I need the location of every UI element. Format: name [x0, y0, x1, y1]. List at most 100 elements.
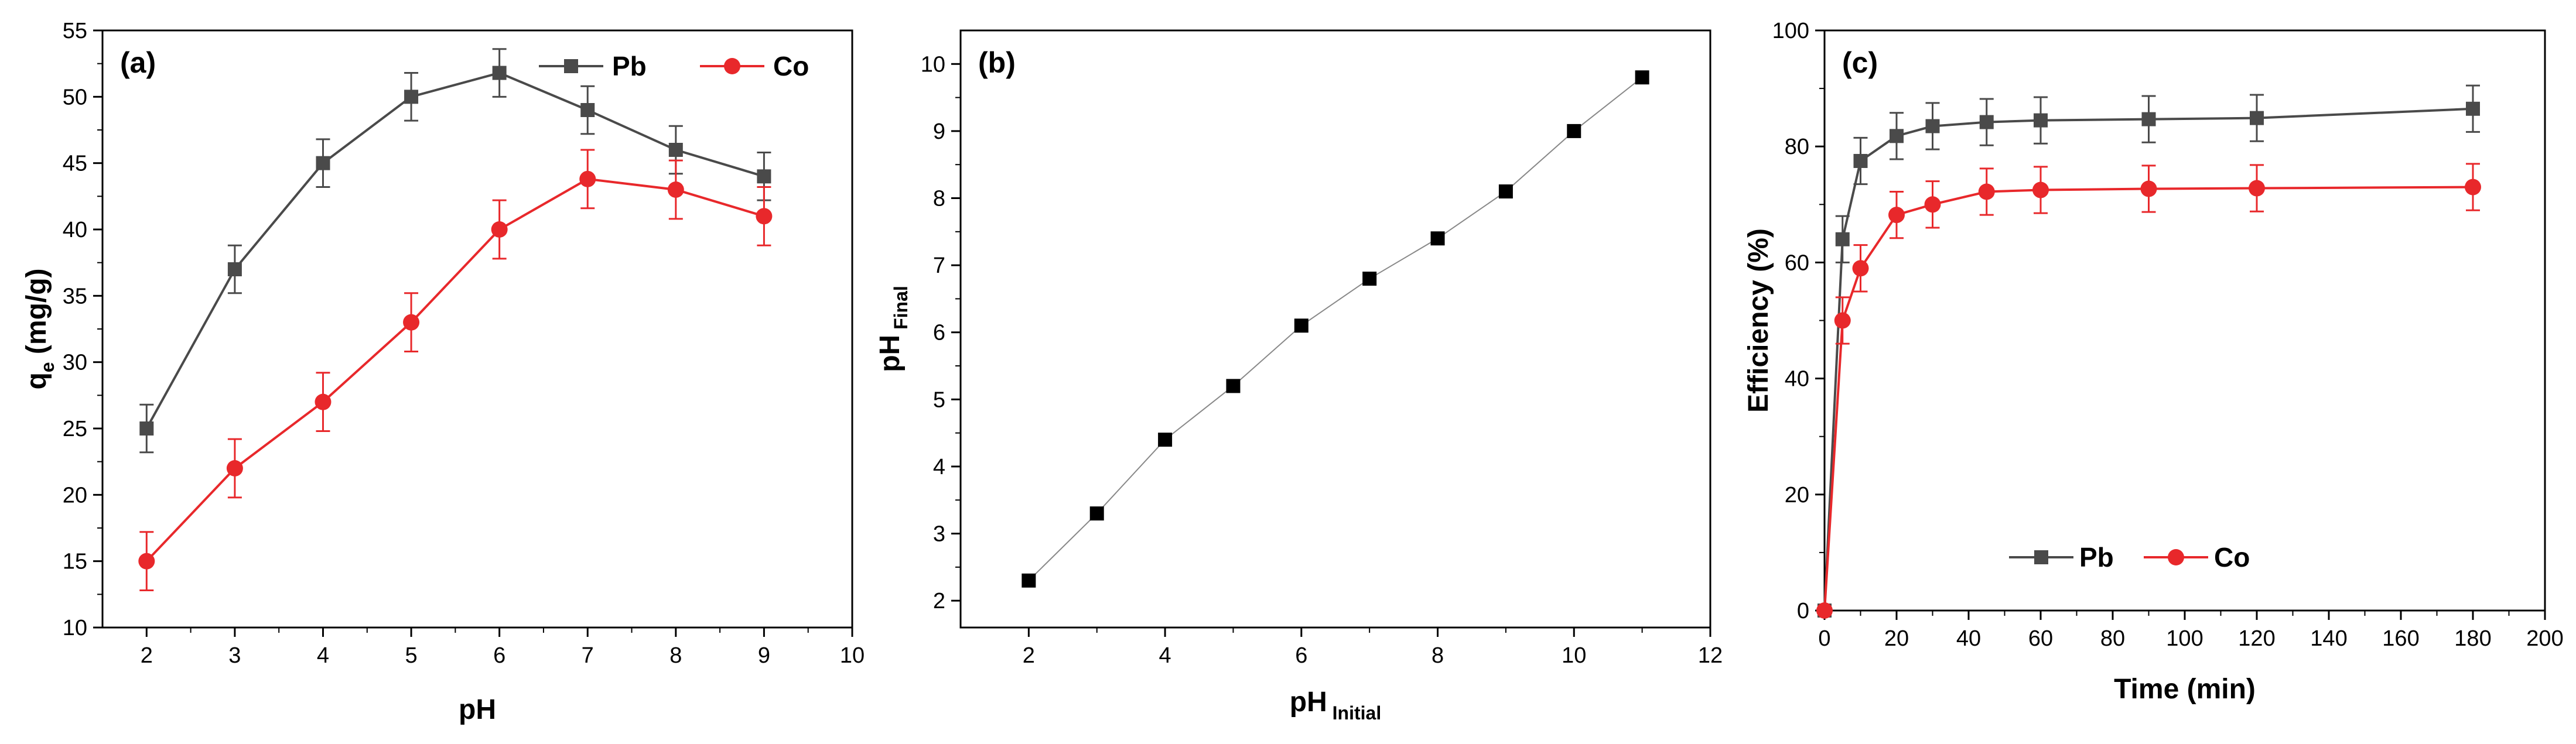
plot-frame	[959, 29, 1711, 629]
x-tick-label: 5	[405, 643, 417, 668]
y-axis-title-main: pH	[874, 335, 906, 372]
legend-label: Pb	[2079, 542, 2114, 572]
y-tick-label: 0	[1797, 599, 1809, 623]
y-tick-label: 7	[933, 253, 945, 278]
series-data-1	[1021, 70, 1649, 588]
data-point	[1890, 129, 1904, 143]
x-tick-label: 10	[1562, 643, 1586, 668]
y-tick-label: 55	[63, 19, 87, 43]
data-point	[1362, 272, 1377, 286]
x-tick-label: 8	[669, 643, 682, 668]
series-line	[1823, 107, 2473, 611]
legend-label: Co	[2214, 542, 2250, 572]
data-point	[667, 181, 684, 198]
y-axis-title: Efficiency (%)	[1743, 228, 1774, 413]
data-point	[315, 393, 332, 410]
data-point	[227, 262, 242, 276]
legend-marker	[564, 59, 578, 73]
series-co	[1816, 163, 2481, 619]
data-point	[580, 103, 595, 117]
data-point	[226, 460, 243, 476]
data-point	[2034, 113, 2048, 128]
data-point	[404, 90, 419, 104]
x-tick-label: 60	[2028, 626, 2053, 651]
x-tick-label: 80	[2100, 626, 2125, 651]
y-tick-label: 10	[921, 52, 945, 77]
x-tick-label: 2	[141, 643, 153, 668]
legend: Pb Co	[2009, 542, 2250, 572]
x-tick-label: 12	[1698, 643, 1723, 668]
y-tick-label: 40	[63, 218, 87, 242]
data-point	[1852, 260, 1869, 277]
y-tick-label: 3	[933, 522, 945, 547]
data-point	[316, 156, 330, 170]
panel-label: (a)	[120, 46, 156, 79]
y-axis-title-sub: e	[37, 362, 58, 372]
x-axis-title: Time (min)	[2114, 674, 2256, 705]
y-tick-label: 40	[1785, 367, 1809, 392]
x-tick-label: 4	[317, 643, 329, 668]
x-axis-title-main: pH	[1290, 687, 1327, 718]
data-point	[138, 553, 155, 570]
y-tick-label: 20	[63, 483, 87, 508]
legend-marker	[724, 58, 740, 74]
data-point	[2032, 181, 2049, 198]
data-point	[1021, 573, 1036, 588]
chart-panel-2: 2 4 6 8 10 12 2 3 4 5 6 7 8 9 10 (b)	[921, 29, 1723, 668]
data-point	[2141, 112, 2156, 126]
y-tick-label: 8	[933, 187, 945, 211]
y-axis-title-rest: (mg/g)	[21, 268, 52, 362]
x-tick-label: 4	[1159, 643, 1171, 668]
x-tick-label: 2	[1023, 643, 1035, 668]
data-point	[1925, 119, 1940, 133]
series-line	[145, 177, 764, 563]
legend: Pb Co	[539, 51, 809, 81]
series-pb	[139, 48, 771, 454]
x-tick-label: 6	[493, 643, 505, 668]
y-tick-label: 30	[63, 351, 87, 375]
legend-label: Pb	[612, 51, 647, 81]
legend-label: Co	[773, 51, 809, 81]
data-point	[491, 221, 508, 238]
data-point	[2465, 179, 2481, 196]
x-tick-label: 0	[1818, 626, 1830, 651]
y-axis-title-main: q	[21, 372, 52, 389]
y-tick-label: 4	[933, 455, 945, 479]
data-point	[1089, 506, 1104, 521]
y-axis-title: qe (mg/g)	[21, 268, 58, 389]
y-tick-label: 35	[63, 284, 87, 308]
data-point	[2140, 180, 2157, 197]
data-point	[1978, 183, 1995, 200]
data-point	[1835, 232, 1850, 246]
y-tick-label: 15	[63, 550, 87, 574]
x-tick-label: 200	[2526, 626, 2563, 651]
data-point	[2250, 111, 2264, 125]
chart-panel-3: 0 20 40 60 80 100 120 140 160 180 200 0 20 40 60 80 100 (…	[1772, 19, 2564, 651]
data-point	[1567, 124, 1581, 138]
data-point	[1498, 184, 1513, 199]
x-axis-title: pH Initial	[1290, 687, 1381, 724]
y-axis-title: pH Final	[874, 286, 911, 372]
data-point	[1294, 318, 1309, 333]
x-tick-label: 160	[2382, 626, 2419, 651]
x-tick-label: 9	[758, 643, 770, 668]
y-axis-title-sub: Final	[890, 286, 911, 335]
x-tick-label: 20	[1884, 626, 1909, 651]
y-tick-label: 2	[933, 589, 945, 613]
y-tick-label: 6	[933, 321, 945, 345]
plot-frame	[101, 29, 853, 629]
data-point	[1158, 433, 1173, 447]
y-tick-label: 25	[63, 417, 87, 441]
data-point	[757, 169, 771, 184]
x-tick-label: 10	[840, 643, 865, 668]
series-line	[1028, 77, 1643, 581]
y-tick-label: 9	[933, 119, 945, 144]
series-pb	[1817, 84, 2480, 618]
data-point	[1888, 207, 1905, 224]
y-tick-label: 100	[1772, 19, 1809, 43]
data-point	[756, 208, 773, 225]
panel-label: (b)	[978, 46, 1016, 79]
y-tick-label: 10	[63, 616, 87, 640]
series-line	[145, 71, 764, 429]
